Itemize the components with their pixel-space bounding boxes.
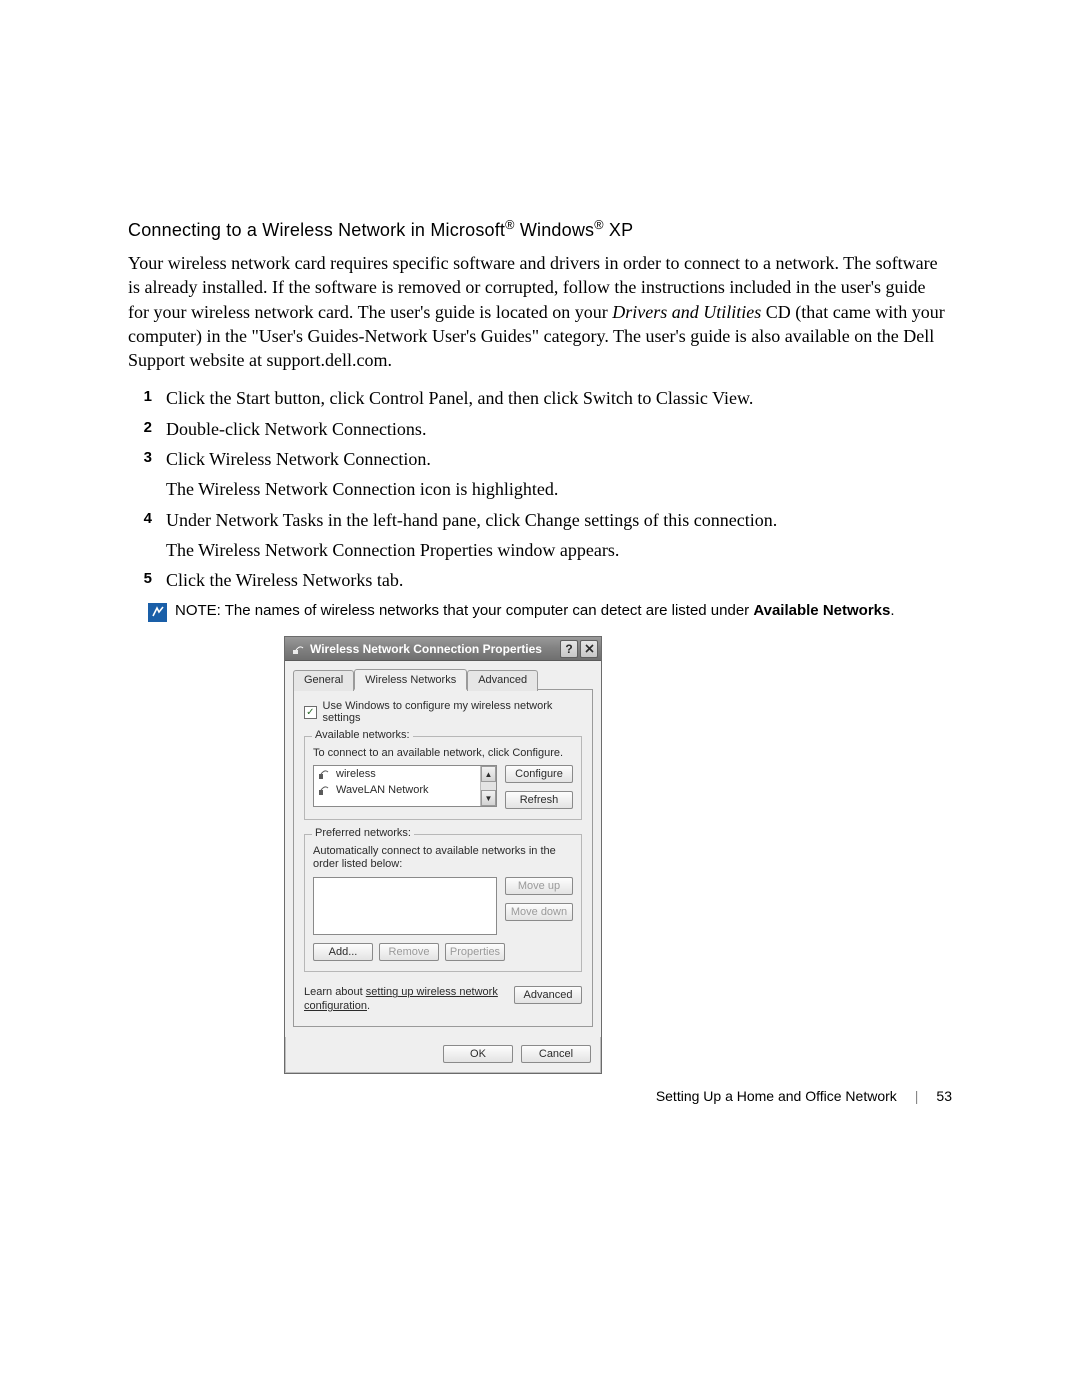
scroll-down-icon[interactable]: ▼ xyxy=(481,790,496,806)
remove-button[interactable]: Remove xyxy=(379,943,439,961)
note-block: NOTE: The names of wireless networks tha… xyxy=(148,601,948,622)
note-bold: Available Networks xyxy=(753,602,890,619)
tab-panel: ✓ Use Windows to configure my wireless n… xyxy=(293,689,593,1027)
note-body: The names of wireless networks that your… xyxy=(221,602,754,619)
move-down-button[interactable]: Move down xyxy=(505,903,573,921)
available-hint: To connect to an available network, clic… xyxy=(313,747,573,759)
available-legend: Available networks: xyxy=(312,729,413,741)
use-windows-checkbox[interactable]: ✓ xyxy=(304,706,317,719)
dialog-button-row: OK Cancel xyxy=(285,1037,601,1073)
note-after: . xyxy=(890,602,894,619)
heading-part-4: XP xyxy=(604,220,634,240)
dialog-titlebar[interactable]: Wireless Network Connection Properties ? xyxy=(285,637,601,661)
heading-part-2: Windows xyxy=(515,220,595,240)
learn-prefix: Learn about xyxy=(304,986,366,998)
tab-general[interactable]: General xyxy=(293,670,354,691)
step-line: Click the Start button, click Control Pa… xyxy=(166,386,753,410)
dialog-title: Wireless Network Connection Properties xyxy=(310,642,558,656)
steps-list: 1 Click the Start button, click Control … xyxy=(128,386,948,592)
use-windows-label: Use Windows to configure my wireless net… xyxy=(323,700,582,724)
footer-separator: | xyxy=(915,1088,919,1104)
use-windows-checkbox-row: ✓ Use Windows to configure my wireless n… xyxy=(304,700,582,724)
advanced-button[interactable]: Advanced xyxy=(514,986,582,1004)
available-networks-list[interactable]: wireless WaveLAN Network ▲ ▼ xyxy=(313,765,497,807)
network-icon xyxy=(318,768,330,780)
step-number: 5 xyxy=(128,568,166,592)
list-item-label: wireless xyxy=(336,768,376,780)
refresh-button[interactable]: Refresh xyxy=(505,791,573,809)
step-line: Click the Wireless Networks tab. xyxy=(166,568,403,592)
heading-reg-1: ® xyxy=(505,218,514,232)
preferred-legend: Preferred networks: xyxy=(312,827,414,839)
step-number: 2 xyxy=(128,417,166,441)
dialog-body: General Wireless Networks Advanced ✓ Use… xyxy=(285,661,601,1037)
step-1: 1 Click the Start button, click Control … xyxy=(128,386,948,410)
wireless-icon xyxy=(291,642,305,656)
note-text: NOTE: The names of wireless networks tha… xyxy=(175,601,895,622)
step-text: Click Wireless Network Connection. The W… xyxy=(166,447,558,502)
heading-reg-2: ® xyxy=(594,218,603,232)
step-line: Click Wireless Network Connection. xyxy=(166,447,558,471)
page-footer: Setting Up a Home and Office Network | 5… xyxy=(656,1088,952,1104)
scroll-up-icon[interactable]: ▲ xyxy=(481,766,496,782)
preferred-networks-list[interactable] xyxy=(313,877,497,935)
tab-wireless-networks[interactable]: Wireless Networks xyxy=(354,669,467,690)
step-line: The Wireless Network Connection icon is … xyxy=(166,477,558,501)
footer-page-number: 53 xyxy=(936,1088,952,1104)
available-networks-group: Available networks: To connect to an ava… xyxy=(304,736,582,820)
section-heading: Connecting to a Wireless Network in Micr… xyxy=(128,218,948,241)
close-button[interactable] xyxy=(580,640,598,658)
step-text: Double-click Network Connections. xyxy=(166,417,426,441)
para-run-1: Drivers and Utilities xyxy=(612,302,761,322)
move-up-button[interactable]: Move up xyxy=(505,877,573,895)
network-icon xyxy=(318,784,330,796)
footer-chapter: Setting Up a Home and Office Network xyxy=(656,1088,897,1104)
tab-advanced[interactable]: Advanced xyxy=(467,670,538,691)
learn-suffix: . xyxy=(367,1000,370,1012)
step-text: Click the Wireless Networks tab. xyxy=(166,568,403,592)
list-item[interactable]: WaveLAN Network xyxy=(314,782,480,798)
properties-button[interactable]: Properties xyxy=(445,943,505,961)
add-button[interactable]: Add... xyxy=(313,943,373,961)
configure-button[interactable]: Configure xyxy=(505,765,573,783)
heading-part-0: Connecting to a Wireless Network in Micr… xyxy=(128,220,505,240)
note-label: NOTE: xyxy=(175,602,221,619)
learn-text: Learn about setting up wireless network … xyxy=(304,986,514,1014)
step-text: Under Network Tasks in the left-hand pan… xyxy=(166,508,777,563)
wireless-properties-dialog: Wireless Network Connection Properties ?… xyxy=(284,636,602,1074)
list-item[interactable]: wireless xyxy=(314,766,480,782)
preferred-networks-group: Preferred networks: Automatically connec… xyxy=(304,834,582,972)
step-2: 2 Double-click Network Connections. xyxy=(128,417,948,441)
step-number: 3 xyxy=(128,447,166,502)
step-number: 4 xyxy=(128,508,166,563)
step-number: 1 xyxy=(128,386,166,410)
step-5: 5 Click the Wireless Networks tab. xyxy=(128,568,948,592)
preferred-desc: Automatically connect to available netwo… xyxy=(313,845,573,871)
help-button[interactable]: ? xyxy=(560,640,578,658)
step-line: Double-click Network Connections. xyxy=(166,417,426,441)
tab-strip: General Wireless Networks Advanced xyxy=(293,669,593,690)
list-item-label: WaveLAN Network xyxy=(336,784,429,796)
intro-paragraph: Your wireless network card requires spec… xyxy=(128,251,948,372)
ok-button[interactable]: OK xyxy=(443,1045,513,1063)
step-4: 4 Under Network Tasks in the left-hand p… xyxy=(128,508,948,563)
step-line: Under Network Tasks in the left-hand pan… xyxy=(166,508,777,532)
scrollbar[interactable]: ▲ ▼ xyxy=(480,766,496,806)
cancel-button[interactable]: Cancel xyxy=(521,1045,591,1063)
step-text: Click the Start button, click Control Pa… xyxy=(166,386,753,410)
note-icon xyxy=(148,603,167,622)
step-line: The Wireless Network Connection Properti… xyxy=(166,538,777,562)
step-3: 3 Click Wireless Network Connection. The… xyxy=(128,447,948,502)
learn-row: Learn about setting up wireless network … xyxy=(304,986,582,1014)
